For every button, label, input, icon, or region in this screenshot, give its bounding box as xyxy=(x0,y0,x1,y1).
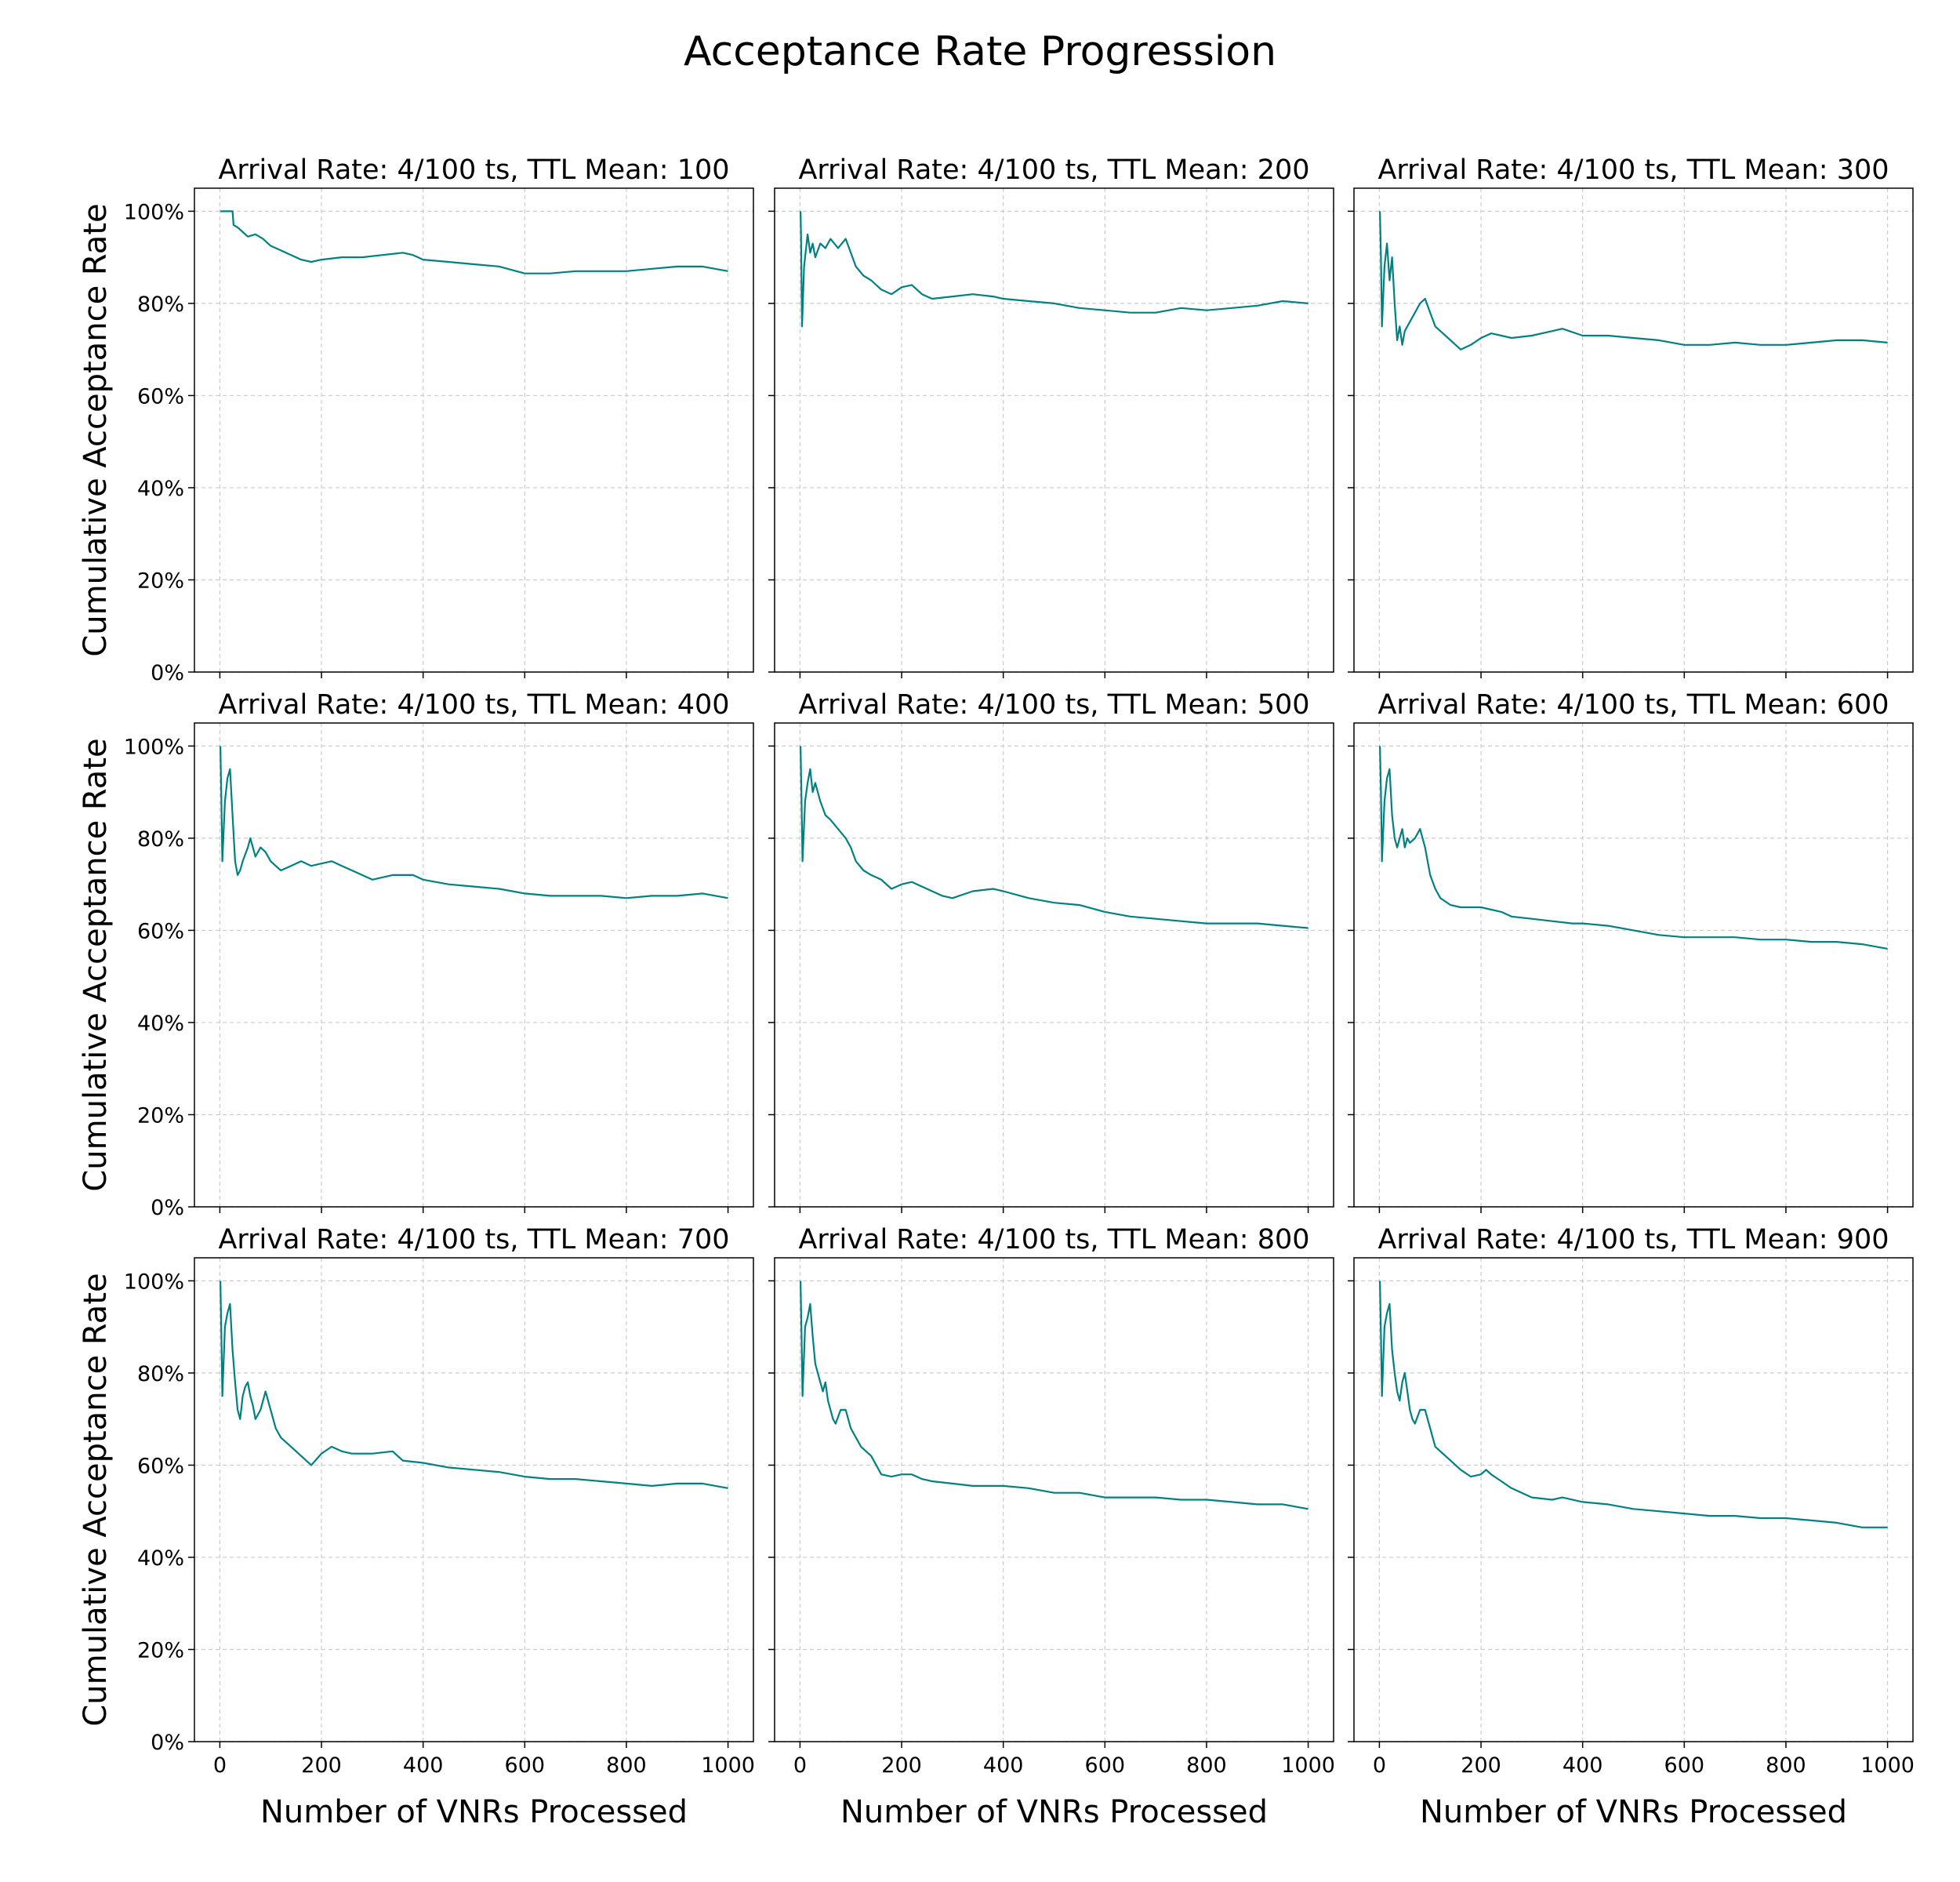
x-axis-label: Number of VNRs Processed xyxy=(260,1794,688,1830)
x-tick-label: 1000 xyxy=(1860,1753,1915,1778)
plot-frame xyxy=(194,722,754,1208)
y-tick-label: 80% xyxy=(137,292,184,317)
subplot-4: 0% 20% 40% 60% 80% 100% Arrival Rate: 4/100 ts… xyxy=(78,689,754,1220)
x-tick-label: 400 xyxy=(983,1753,1024,1778)
y-tick-label: 100% xyxy=(124,1270,184,1294)
x-tick-label: 600 xyxy=(1085,1753,1126,1778)
x-tick-label: 1000 xyxy=(701,1753,755,1778)
series-line xyxy=(220,746,728,899)
plot-frame xyxy=(194,1257,754,1742)
y-axis-label: Cumulative Acceptance Rate xyxy=(78,203,114,656)
plot-frame xyxy=(1353,187,1914,673)
subplot-8: 0 200 400 600 800 1000 Arrival Rate: 4/100 ts,… xyxy=(768,1224,1335,1830)
subplot-title: Arrival Rate: 4/100 ts, TTL Mean: 900 xyxy=(1377,1224,1889,1255)
series-line xyxy=(800,1281,1308,1510)
subplot-title: Arrival Rate: 4/100 ts, TTL Mean: 600 xyxy=(1377,689,1889,721)
y-tick-label: 100% xyxy=(124,200,184,224)
y-tick-label: 40% xyxy=(137,477,184,501)
subplot-7: 0 200 400 600 800 1000 0% 20% 40% 60% 80% 100% Arriv… xyxy=(78,1224,755,1830)
plot-frame xyxy=(194,187,754,673)
x-axis-label: Number of VNRs Processed xyxy=(840,1794,1268,1830)
subplot-title: Arrival Rate: 4/100 ts, TTL Mean: 800 xyxy=(798,1224,1309,1255)
y-tick-label: 20% xyxy=(137,1103,184,1128)
x-tick-label: 0 xyxy=(213,1753,227,1778)
subplot-title: Arrival Rate: 4/100 ts, TTL Mean: 700 xyxy=(218,1224,729,1255)
plot-frame xyxy=(774,722,1334,1208)
series-line xyxy=(220,210,728,274)
figure-title: Acceptance Rate Progression xyxy=(683,28,1277,75)
plot-frame xyxy=(1353,1257,1914,1742)
y-tick-label: 20% xyxy=(137,569,184,593)
series-line xyxy=(800,746,1308,929)
x-tick-label: 800 xyxy=(1186,1753,1227,1778)
y-tick-label: 0% xyxy=(151,1731,184,1755)
y-tick-label: 60% xyxy=(137,384,184,409)
y-tick-label: 20% xyxy=(137,1638,184,1662)
plot-frame xyxy=(774,1257,1334,1742)
x-tick-label: 600 xyxy=(505,1753,546,1778)
subplot-title: Arrival Rate: 4/100 ts, TTL Mean: 100 xyxy=(218,154,729,186)
y-tick-label: 40% xyxy=(137,1012,184,1036)
series-line xyxy=(1379,746,1888,950)
subplot-title: Arrival Rate: 4/100 ts, TTL Mean: 300 xyxy=(1377,154,1889,186)
x-axis-label: Number of VNRs Processed xyxy=(1420,1794,1847,1830)
series-line xyxy=(800,211,1308,328)
y-axis-label: Cumulative Acceptance Rate xyxy=(78,738,114,1191)
subplot-9: 0 200 400 600 800 1000 Arrival Rate: 4/100 ts,… xyxy=(1348,1224,1915,1830)
y-tick-label: 0% xyxy=(151,661,184,685)
subplot-3: Arrival Rate: 4/100 ts, TTL Mean: 300 xyxy=(1348,154,1914,678)
y-tick-label: 100% xyxy=(124,735,184,759)
subplot-5: Arrival Rate: 4/100 ts, TTL Mean: 500 xyxy=(768,689,1334,1213)
subplot-6: Arrival Rate: 4/100 ts, TTL Mean: 600 xyxy=(1348,689,1914,1213)
y-tick-label: 80% xyxy=(137,827,184,852)
y-tick-label: 60% xyxy=(137,919,184,943)
plot-frame xyxy=(774,187,1334,673)
x-tick-label: 200 xyxy=(881,1753,922,1778)
y-tick-label: 80% xyxy=(137,1362,184,1386)
y-tick-label: 0% xyxy=(151,1196,184,1220)
series-line xyxy=(1379,211,1888,351)
x-tick-label: 200 xyxy=(301,1753,342,1778)
x-tick-label: 0 xyxy=(793,1753,807,1778)
series-line xyxy=(220,1281,728,1489)
x-tick-label: 800 xyxy=(606,1753,647,1778)
y-axis-label: Cumulative Acceptance Rate xyxy=(78,1273,114,1726)
plot-frame xyxy=(1353,722,1914,1208)
subplot-title: Arrival Rate: 4/100 ts, TTL Mean: 400 xyxy=(218,689,729,721)
x-tick-label: 1000 xyxy=(1281,1753,1335,1778)
x-tick-label: 800 xyxy=(1766,1753,1806,1778)
y-tick-label: 60% xyxy=(137,1454,184,1478)
series-line xyxy=(1379,1281,1888,1528)
subplot-1: 0% 20% 40% 60% 80% 100% Arrival Rate: 4/100 ts… xyxy=(78,154,754,685)
subplot-2: Arrival Rate: 4/100 ts, TTL Mean: 200 xyxy=(768,154,1334,678)
x-tick-label: 400 xyxy=(403,1753,444,1778)
y-tick-label: 40% xyxy=(137,1546,184,1571)
x-tick-label: 200 xyxy=(1461,1753,1501,1778)
x-tick-label: 600 xyxy=(1664,1753,1705,1778)
subplot-title: Arrival Rate: 4/100 ts, TTL Mean: 200 xyxy=(798,154,1309,186)
x-tick-label: 400 xyxy=(1563,1753,1603,1778)
x-tick-label: 0 xyxy=(1373,1753,1386,1778)
subplot-title: Arrival Rate: 4/100 ts, TTL Mean: 500 xyxy=(798,689,1309,721)
